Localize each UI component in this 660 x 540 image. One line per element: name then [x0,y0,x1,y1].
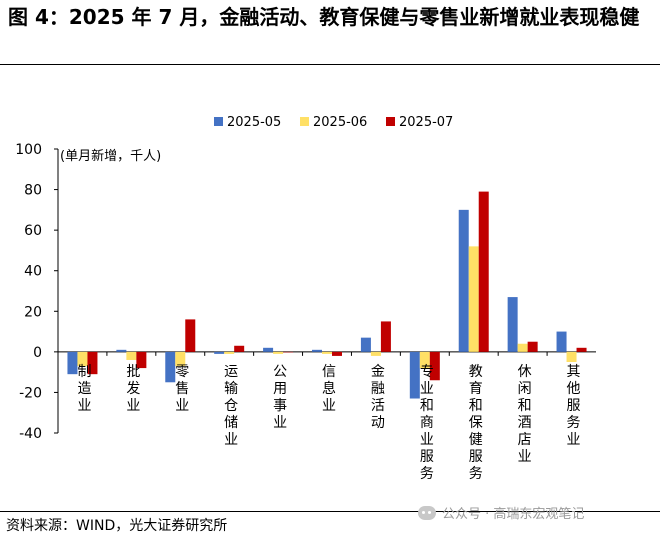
y-tick-label: 0 [33,345,42,361]
bar-2025-05-2 [165,351,176,383]
bar-2025-07-10 [576,347,587,352]
axes: -40 -20 0 20 40 60 80 100 [15,142,596,442]
bar-2025-05-6 [360,337,371,352]
title-divider [0,64,660,65]
category-label: 零售业 [175,364,189,414]
bar-2025-05-4 [263,347,274,352]
y-tick-label: 80 [24,183,42,199]
category-label: 信息业 [322,364,336,414]
bar-2025-05-7 [409,351,420,399]
bar-2025-07-0 [87,351,98,375]
legend-swatch [214,117,223,126]
legend-swatch [300,117,309,126]
legend-label: 2025-06 [313,115,367,130]
y-tick-label: 40 [24,264,42,280]
bar-2025-06-5 [322,351,332,354]
y-tick-label: 20 [24,304,42,320]
bar-2025-06-6 [370,351,381,356]
legend-swatch [386,117,395,126]
legend: 2025-05 2025-06 2025-07 [214,115,453,130]
category-label: 运输仓储业 [224,364,238,448]
y-tick-label: 60 [24,223,42,239]
category-label: 其他服务业 [567,364,581,448]
bars [67,191,587,399]
source-divider [0,511,660,512]
bar-2025-06-7 [419,351,430,369]
legend-label: 2025-05 [227,115,281,130]
bar-2025-07-8 [478,191,489,352]
bar-2025-07-6 [380,321,391,352]
bar-2025-07-9 [527,341,538,352]
category-label: 休闲和酒店业 [518,364,532,465]
y-tick-label: 100 [15,142,42,158]
bar-2025-07-5 [332,351,342,356]
wechat-icon [418,505,436,520]
y-tick-label: -40 [19,426,42,442]
bar-2025-07-4 [283,351,294,353]
legend-label: 2025-07 [399,115,453,130]
bar-2025-07-7 [429,351,440,381]
source-note: 资料来源：WIND，光大证券研究所 [6,518,228,534]
bar-2025-05-3 [214,351,225,354]
bar-2025-05-9 [507,297,518,352]
bar-2025-05-10 [556,331,567,352]
bar-2025-06-9 [517,343,528,352]
bar-2025-06-10 [566,351,577,362]
bar-2025-07-2 [185,319,196,352]
category-label: 批发业 [126,364,140,414]
bar-2025-05-0 [67,351,78,375]
category-labels: 制造业 批发业 零售业 运输仓储业 公用事业 信息业 金融活动 专业和商业服务 教育和保健服务 休… [77,364,580,482]
bar-2025-06-0 [77,351,88,367]
bar-chart: 2025-05 2025-06 2025-07 -40 -20 0 20 40 60 80 100… [15,115,596,482]
category-label: 教育和保健服务 [469,364,483,482]
chart-title: 图 4：2025 年 7 月，金融活动、教育保健与零售业新增就业表现稳健 [8,5,640,29]
bar-2025-06-4 [273,351,284,354]
bar-2025-05-8 [458,209,469,352]
category-label: 制造业 [77,364,91,414]
watermark-text: 公众号 · 高瑞东宏观笔记 [442,507,585,522]
bar-2025-06-8 [468,246,479,352]
watermark: 公众号 · 高瑞东宏观笔记 [418,503,584,522]
bar-2025-05-5 [312,349,322,352]
bar-2025-05-1 [116,349,127,352]
bar-2025-07-3 [234,345,245,352]
category-label: 公用事业 [273,364,287,431]
y-tick-label: -20 [19,385,42,401]
bar-2025-06-3 [224,351,235,354]
bar-2025-07-1 [136,351,147,369]
bar-2025-06-2 [175,351,186,367]
y-axis-label: (单月新增，千人) [60,148,161,164]
bar-2025-06-1 [126,351,137,360]
category-label: 专业和商业服务 [420,364,434,482]
category-label: 金融活动 [371,364,385,431]
